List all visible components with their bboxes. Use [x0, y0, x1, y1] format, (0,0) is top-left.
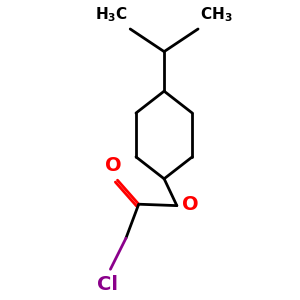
Text: O: O	[182, 195, 199, 214]
Text: $\mathbf{H_3C}$: $\mathbf{H_3C}$	[95, 5, 128, 24]
Text: O: O	[105, 155, 122, 175]
Text: Cl: Cl	[97, 275, 118, 294]
Text: $\mathbf{CH_3}$: $\mathbf{CH_3}$	[200, 5, 233, 24]
